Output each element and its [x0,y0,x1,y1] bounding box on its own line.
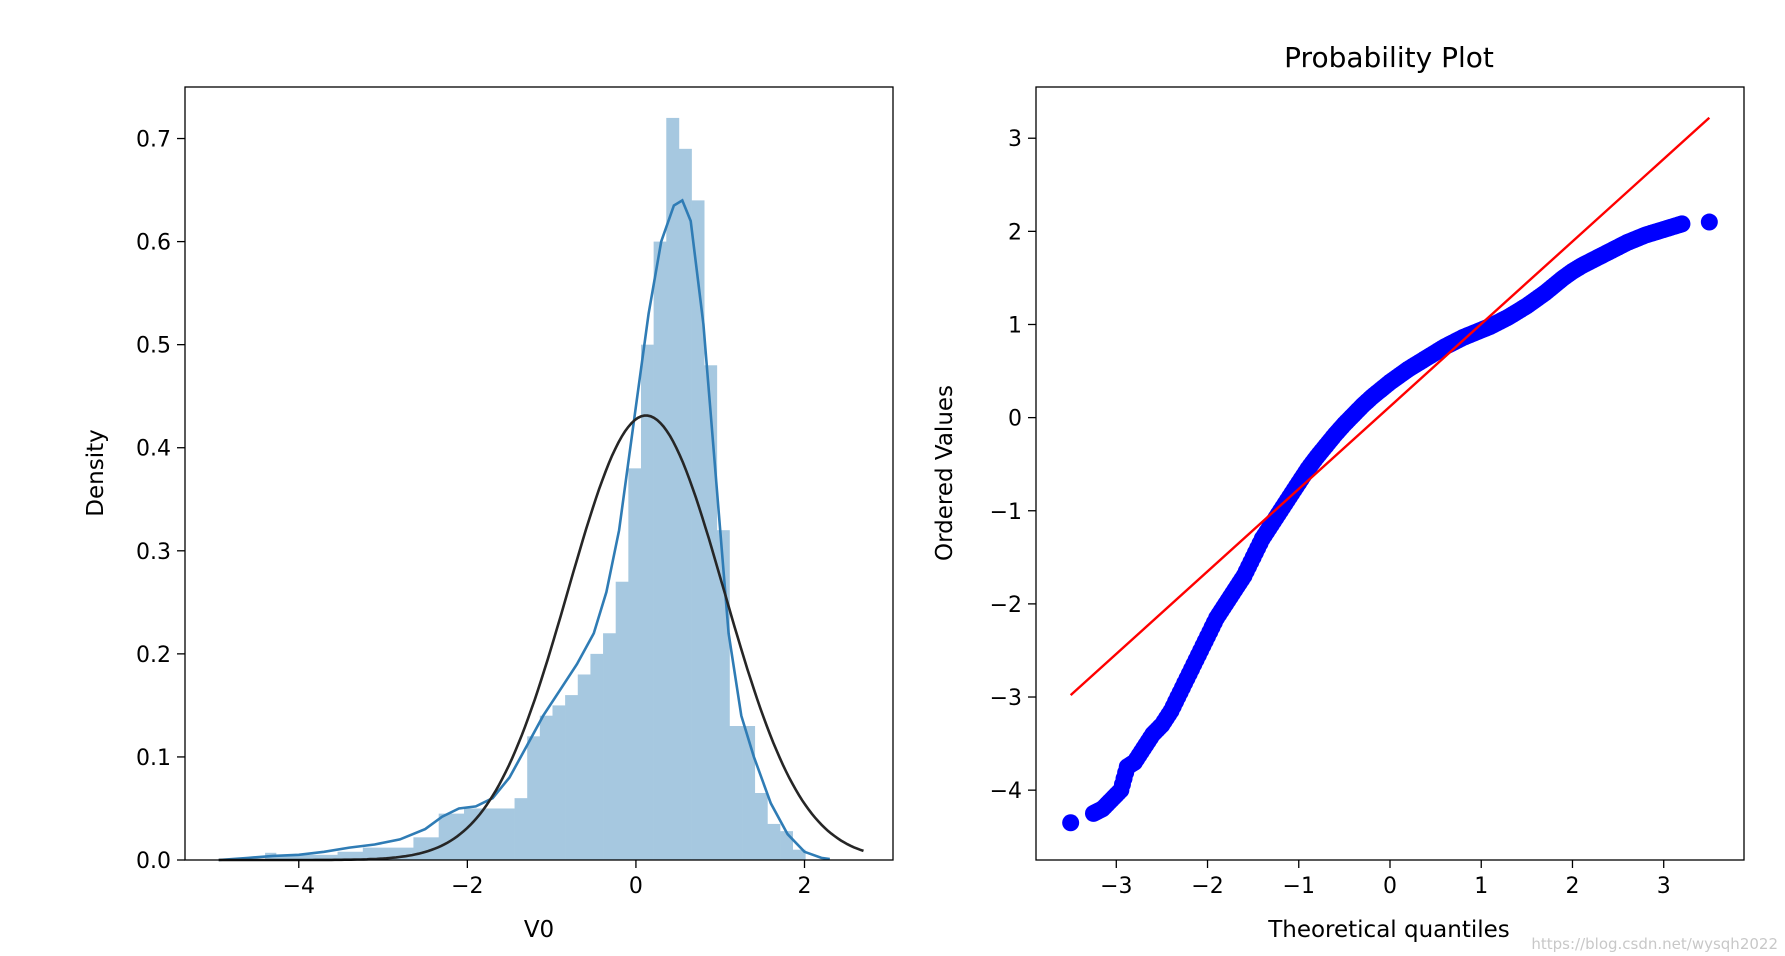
histogram-bar [640,344,654,861]
right-x-tick-label: −1 [1283,874,1315,899]
right-y-tick-label: −1 [990,500,1022,525]
left-y-tick-label: 0.5 [136,334,171,359]
fit-line [1069,116,1711,697]
histogram-bars [265,117,806,861]
histogram-bar [489,808,515,860]
probability-plot-panel: Probability Plot −3 −2 −1 0 1 2 3 −4 −3 −2 −1 0 1 2 3… [932,41,1745,943]
right-chart-title: Probability Plot [1284,41,1494,74]
histogram-bar [527,736,541,860]
histogram-bar [792,849,806,860]
histogram-bar [539,715,553,860]
left-y-axis-label: Density [83,429,109,516]
histogram-bar [742,726,756,860]
histogram-bar [514,798,528,860]
histogram-bar [438,813,465,860]
quantile-points [1062,213,1718,832]
left-axes-frame [184,86,894,861]
histogram-bar [276,854,288,860]
quantile-point [1700,213,1718,231]
left-y-tick-label: 0.2 [136,643,171,668]
histogram-bar [767,823,781,860]
right-y-tick-label: 1 [1008,313,1022,338]
histogram-bar [337,851,364,860]
left-x-tick-label: −4 [283,874,315,899]
left-y-tick-label: 0.6 [136,231,171,256]
left-x-tick-label: 2 [798,874,812,899]
histogram-bar [691,200,705,860]
right-x-tick-label: 2 [1565,874,1579,899]
histogram-bar [704,365,718,860]
right-x-tick-label: 3 [1657,874,1671,899]
histogram-bar [286,854,313,860]
right-y-tick-label: −3 [990,686,1022,711]
right-x-tick-label: 0 [1383,874,1397,899]
right-y-axis-label: Ordered Values [932,385,958,561]
histogram-bar [362,847,389,860]
left-y-ticks: 0.0 0.1 0.2 0.3 0.4 0.5 0.6 0.7 [136,128,185,874]
right-y-tick-label: −2 [990,593,1022,618]
right-y-ticks: −4 −3 −2 −1 0 1 2 3 [990,127,1036,804]
quantile-point [1673,215,1691,233]
right-x-axis-label: Theoretical quantiles [1267,917,1510,943]
histogram-bar [729,726,743,860]
kde-curve [218,198,830,862]
histogram-bar [628,468,642,860]
histogram-bar [603,633,616,860]
left-x-axis-label: V0 [524,917,554,943]
right-x-ticks: −3 −2 −1 0 1 2 3 [1100,860,1671,899]
left-y-tick-label: 0.1 [136,746,171,771]
left-x-ticks: −4 −2 0 2 [283,860,812,899]
histogram-bar [615,581,629,860]
histogram-bar [577,674,591,860]
left-x-tick-label: −2 [451,874,483,899]
histogram-bar [312,854,338,860]
histogram-bar [565,695,579,860]
left-y-tick-label: 0.3 [136,540,171,565]
watermark-text: https://blog.csdn.net/wysqh2022 [1531,935,1778,953]
quantile-point [1062,814,1080,832]
left-y-tick-label: 0.4 [136,437,171,462]
histogram-bar [653,241,667,861]
left-y-tick-label: 0.0 [136,849,171,874]
right-y-tick-label: 3 [1008,127,1022,152]
histogram-bar [754,793,768,860]
histogram-bar [780,831,793,860]
density-plot-panel: −4 −2 0 2 0.0 0.1 0.2 0.3 0.4 0.5 0.6 0.7 V0 Densi… [83,86,894,943]
right-x-tick-label: 1 [1474,874,1488,899]
histogram-bar [678,148,692,861]
right-y-tick-label: 2 [1008,220,1022,245]
right-x-tick-label: −2 [1191,874,1223,899]
left-y-tick-label: 0.7 [136,128,171,153]
left-x-tick-label: 0 [629,874,643,899]
right-y-tick-label: −4 [990,779,1022,804]
right-x-tick-label: −3 [1100,874,1132,899]
histogram-bar [666,117,680,861]
histogram-bar [552,705,566,860]
right-y-tick-label: 0 [1008,407,1022,432]
histogram-bar [590,653,604,860]
